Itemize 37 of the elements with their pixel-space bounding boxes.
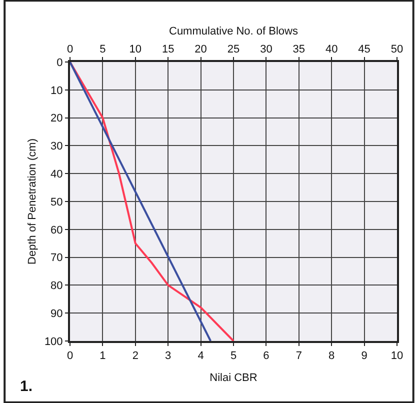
x2-tick-label: 40 — [325, 44, 338, 56]
x-tick-label: 10 — [390, 350, 404, 362]
y-tick-label: 50 — [50, 196, 63, 208]
x-tick-label: 8 — [328, 350, 335, 362]
text: 1. — [20, 378, 33, 395]
x2-tick-label: 35 — [292, 44, 306, 56]
y-tick-label: 80 — [50, 280, 63, 292]
x-tick-label: 3 — [165, 350, 172, 362]
x2-tick-label: 15 — [162, 44, 174, 56]
x-tick-label: 5 — [230, 350, 237, 362]
x-tick-label: 9 — [361, 350, 368, 362]
y-tick-label: 0 — [56, 56, 63, 69]
x-tick-label: 2 — [132, 350, 138, 362]
x-tick-label: 6 — [263, 350, 270, 362]
x2-tick-label: 30 — [260, 44, 272, 56]
x-axis-title: Nilai CBR — [210, 372, 258, 384]
x-tick-label: 1 — [100, 350, 106, 362]
x-tick-label: 0 — [66, 350, 74, 362]
x2-tick-label: 25 — [227, 44, 240, 56]
x2-tick-label: 20 — [194, 44, 207, 56]
x2-tick-label: 10 — [129, 44, 142, 56]
x-tick-label: 7 — [296, 350, 302, 362]
x-tick-label: 4 — [198, 350, 204, 362]
x2-tick-label: 5 — [100, 44, 106, 56]
x2-tick-label: 0 — [66, 44, 74, 56]
y-tick-label: 100 — [44, 336, 63, 348]
y-tick-label: 90 — [50, 308, 63, 320]
y-tick-label: 20 — [50, 112, 63, 125]
y-tick-label: 40 — [50, 168, 63, 180]
y-tick-label: 70 — [50, 252, 63, 264]
x2-axis-title: Cummulative No. of Blows — [169, 26, 298, 38]
y-axis-title: Depth of Penetration (cm) — [26, 138, 39, 264]
y-tick-label: 60 — [50, 224, 63, 236]
y-tick-label: 10 — [50, 84, 63, 97]
x2-tick-label: 45 — [358, 44, 370, 56]
x2-tick-label: 50 — [390, 44, 404, 56]
y-tick-label: 30 — [50, 140, 63, 153]
